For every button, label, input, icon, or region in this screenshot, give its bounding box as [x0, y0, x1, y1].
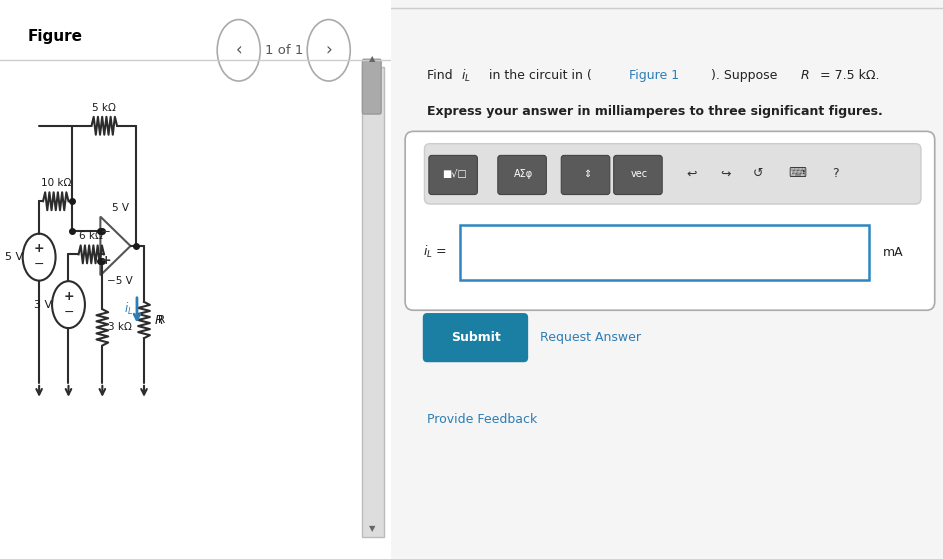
Text: ⇕: ⇕	[583, 169, 591, 179]
Text: ↩: ↩	[687, 167, 697, 181]
Text: ▲: ▲	[370, 54, 376, 63]
Text: +: +	[63, 290, 74, 303]
FancyBboxPatch shape	[561, 155, 610, 195]
Text: ⌨: ⌨	[787, 167, 806, 181]
Text: 5 V: 5 V	[5, 252, 23, 262]
Text: Submit: Submit	[451, 331, 501, 344]
Text: $R$: $R$	[154, 314, 164, 326]
Text: = 7.5 kΩ.: = 7.5 kΩ.	[816, 69, 880, 82]
Text: 3 kΩ: 3 kΩ	[108, 323, 132, 333]
FancyBboxPatch shape	[391, 0, 943, 559]
Text: 1 of 1: 1 of 1	[265, 44, 303, 57]
Text: mA: mA	[883, 245, 903, 259]
FancyBboxPatch shape	[460, 225, 869, 280]
Text: $i_L$: $i_L$	[461, 68, 472, 83]
Text: ‹: ‹	[236, 41, 242, 59]
Text: Express your answer in milliamperes to three significant figures.: Express your answer in milliamperes to t…	[427, 105, 883, 119]
FancyBboxPatch shape	[422, 313, 528, 362]
Text: +: +	[100, 254, 110, 267]
FancyBboxPatch shape	[362, 59, 381, 114]
Text: R: R	[158, 315, 165, 325]
FancyBboxPatch shape	[405, 131, 935, 310]
Text: ↪: ↪	[720, 167, 730, 181]
Text: $i_L$: $i_L$	[124, 301, 133, 317]
Text: Provide Feedback: Provide Feedback	[427, 413, 538, 426]
FancyBboxPatch shape	[362, 67, 384, 537]
Text: ›: ›	[325, 41, 332, 59]
Text: in the circuit in (: in the circuit in (	[485, 69, 592, 82]
FancyBboxPatch shape	[429, 155, 477, 195]
Text: $i_L$ =: $i_L$ =	[422, 244, 447, 260]
Text: ↺: ↺	[753, 167, 764, 181]
Text: Figure 1: Figure 1	[629, 69, 679, 82]
Text: $R$: $R$	[800, 69, 809, 82]
Text: −: −	[63, 305, 74, 319]
Text: Find: Find	[427, 69, 456, 82]
FancyBboxPatch shape	[614, 155, 662, 195]
Text: −: −	[34, 258, 44, 271]
Text: Request Answer: Request Answer	[540, 331, 641, 344]
Text: ▼: ▼	[370, 524, 376, 533]
Text: −5 V: −5 V	[108, 276, 133, 286]
Text: 10 kΩ: 10 kΩ	[41, 178, 71, 188]
Text: +: +	[34, 242, 44, 255]
Text: ?: ?	[832, 167, 838, 181]
FancyBboxPatch shape	[498, 155, 546, 195]
Text: 5 kΩ: 5 kΩ	[92, 103, 116, 113]
Text: 6 kΩ: 6 kΩ	[79, 231, 103, 241]
Text: ). Suppose: ). Suppose	[711, 69, 782, 82]
Text: 5 V: 5 V	[111, 203, 128, 213]
Text: −: −	[101, 225, 110, 238]
Text: vec: vec	[631, 169, 648, 179]
Text: ΑΣφ: ΑΣφ	[514, 169, 534, 179]
FancyBboxPatch shape	[424, 144, 921, 204]
Text: Figure: Figure	[27, 29, 82, 44]
Text: ■√□: ■√□	[442, 169, 467, 179]
Text: 3 V: 3 V	[34, 300, 52, 310]
